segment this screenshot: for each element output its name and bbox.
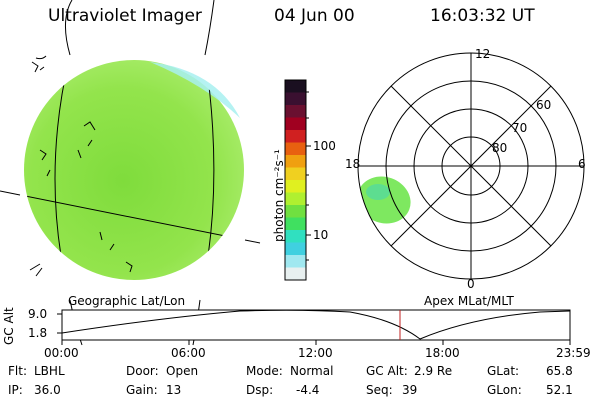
polar-panel-label: Apex MLat/MLT (424, 294, 514, 308)
mlt-label-0: 0 (467, 277, 475, 291)
colorbar-tick-10: 10 (313, 228, 329, 242)
coastlines (29, 55, 133, 277)
altitude-curve (61, 309, 571, 340)
info-ip-value: 36.0 (34, 383, 61, 397)
colorbar-band (285, 192, 306, 206)
info-glon-label: GLon: (487, 383, 522, 397)
info-glat-value: 65.8 (546, 364, 573, 378)
polar-grid (357, 52, 585, 280)
info-door-value: Open (166, 364, 199, 378)
instrument-title: Ultraviolet Imager (48, 6, 202, 26)
colorbar-band (285, 130, 306, 143)
colorbar-frame (284, 79, 307, 281)
info-seq-label: Seq: (366, 383, 393, 397)
info-mode-label: Mode: (246, 364, 283, 378)
polar-plot (357, 52, 585, 280)
timeline-xtick-2359: 23:59 (556, 346, 591, 360)
info-dsp-value: -4.4 (296, 383, 320, 397)
timeline-y-label: GC Alt (2, 307, 16, 345)
info-gain-label: Gain: (126, 383, 158, 397)
timeline-plot (57, 309, 571, 345)
colorbar-band (285, 80, 306, 93)
info-seq-value: 39 (402, 383, 418, 397)
timeline-ytick-1-8: 1.8 (28, 326, 48, 340)
colorbar-band (285, 205, 306, 218)
colorbar (284, 79, 311, 281)
colorbar-band (285, 105, 306, 118)
colorbar-band (285, 267, 306, 281)
colorbar-bands (285, 80, 306, 281)
info-gcalt-label: GC Alt: (366, 364, 408, 378)
info-gcalt-value: 2.9 Re (414, 364, 453, 378)
colorbar-unit-label: photon cm⁻²s⁻¹ (272, 149, 286, 242)
colorbar-band (285, 255, 306, 268)
timeline-xtick-0600: 06:00 (171, 346, 206, 360)
colorbar-tick-100: 100 (313, 139, 336, 153)
timeline-xtick-0000: 00:00 (44, 346, 79, 360)
latitude-line (24, 194, 244, 241)
timeline-xtick-1200: 12:00 (298, 346, 333, 360)
globe-disk (24, 60, 244, 280)
colorbar-band (285, 117, 306, 131)
info-dsp-label: Dsp: (246, 383, 274, 397)
colorbar-band (285, 242, 306, 256)
mlat-label-70: 70 (512, 121, 528, 135)
colorbar-ticks (306, 91, 311, 261)
mlt-label-18: 18 (345, 157, 361, 171)
info-mode-value: Normal (290, 364, 334, 378)
timeline-frame (61, 309, 571, 341)
mlt-diagonal-2 (390, 85, 552, 247)
info-door-label: Door: (126, 364, 159, 378)
timeline-ytick-9: 9.0 (28, 307, 48, 321)
colorbar-band (285, 92, 306, 106)
time-label: 16:03:32 UT (430, 6, 535, 26)
timeline-xtick-1800: 18:00 (425, 346, 460, 360)
timeline-ticks (57, 313, 571, 345)
info-flt-value: LBHL (34, 364, 65, 378)
info-glat-label: GLat: (487, 364, 520, 378)
colorbar-band (285, 180, 306, 193)
mlt-label-12: 12 (475, 47, 491, 61)
info-glon-value: 52.1 (546, 383, 573, 397)
info-gain-value: 13 (166, 383, 182, 397)
mlat-label-80: 80 (492, 141, 508, 155)
globe-panel-label: Geographic Lat/Lon (68, 294, 186, 308)
colorbar-band (285, 230, 306, 243)
colorbar-band (285, 167, 306, 181)
mlat-label-60: 60 (536, 98, 552, 112)
info-ip-label: IP: (8, 383, 23, 397)
date-label: 04 Jun 00 (274, 6, 355, 26)
colorbar-band (285, 217, 306, 231)
colorbar-band (285, 155, 306, 168)
info-flt-label: Flt: (8, 364, 27, 378)
colorbar-band (285, 142, 306, 156)
globe-image (0, 0, 261, 346)
mlt-label-6: 6 (578, 157, 586, 171)
